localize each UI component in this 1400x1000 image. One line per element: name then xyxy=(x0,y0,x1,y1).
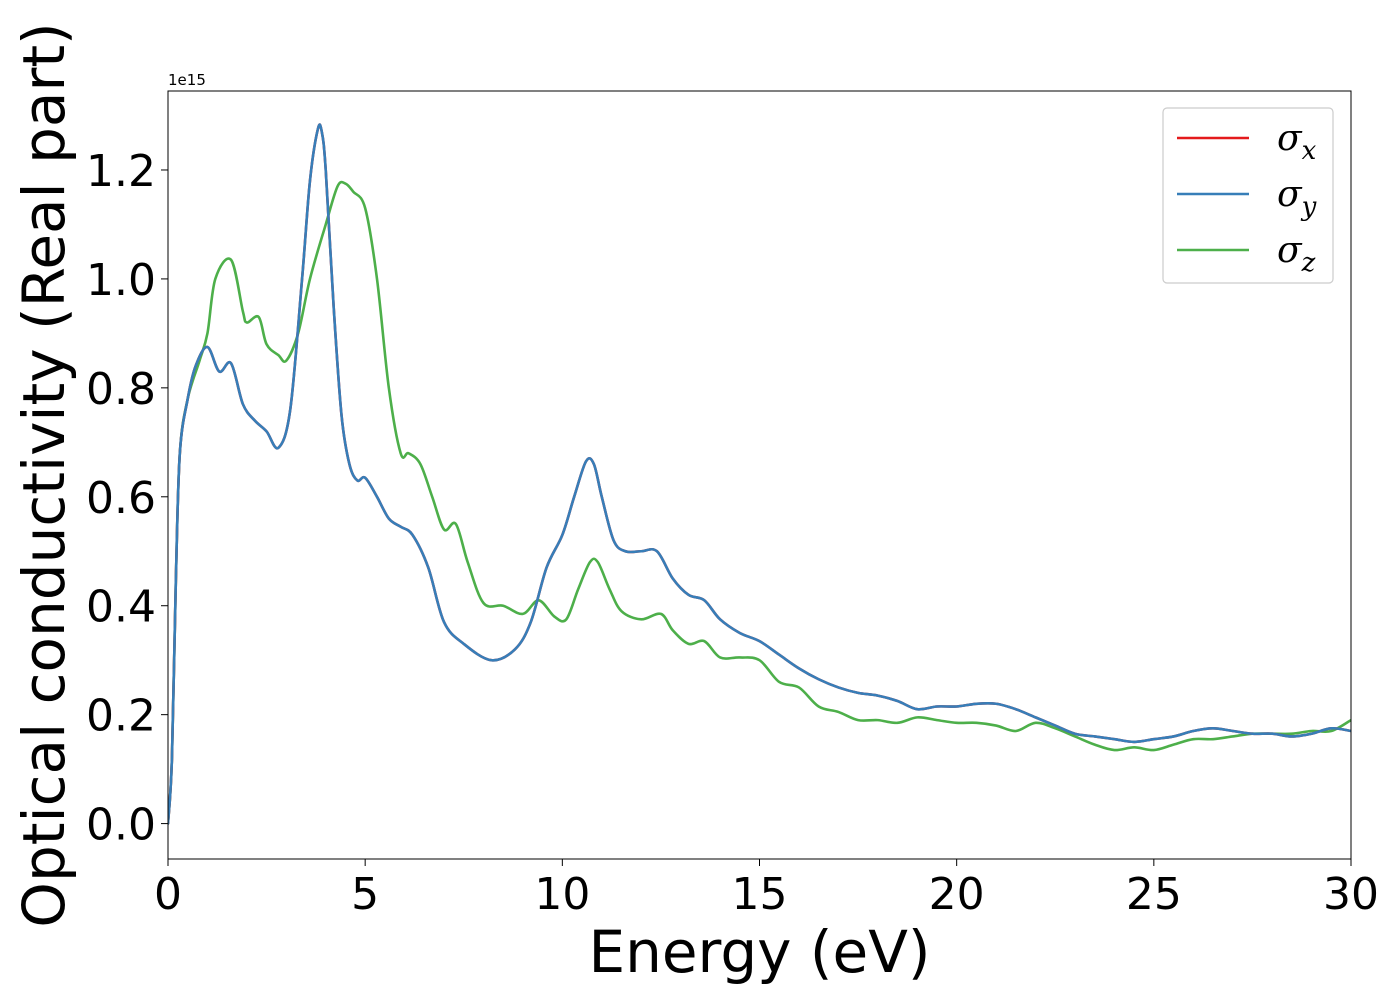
legend-label-x: σx xyxy=(1277,118,1317,166)
legend-label-z: σz xyxy=(1277,230,1316,278)
legend-label-y: σy xyxy=(1277,174,1317,222)
y-tick-label: 0.2 xyxy=(86,691,156,742)
legend: σx σy σz xyxy=(1162,107,1334,284)
x-tick-label: 20 xyxy=(929,869,985,920)
series-line-y xyxy=(168,123,1351,825)
x-tick-label: 0 xyxy=(154,869,182,920)
y-tick-label: 0.4 xyxy=(86,582,156,633)
x-tick-label: 30 xyxy=(1323,869,1379,920)
series-layer xyxy=(168,123,1351,825)
y-axis-offset-label: 1e15 xyxy=(168,71,206,89)
x-tick-label: 25 xyxy=(1126,869,1182,920)
ticks-layer: 0 5 10 15 20 25 30 0.0 0.2 0.4 0.6 0.8 1.0 1.2 xyxy=(86,146,1379,920)
legend-box xyxy=(1162,107,1334,284)
y-tick-label: 0.8 xyxy=(86,364,156,415)
y-tick-label: 1.0 xyxy=(86,255,156,306)
x-axis-label: Energy (eV) xyxy=(588,918,930,986)
x-tick-label: 15 xyxy=(732,869,788,920)
series-line-z xyxy=(168,180,1351,825)
y-tick-label: 0.0 xyxy=(86,800,156,851)
legend-items: σx σy σz xyxy=(1177,118,1317,278)
y-tick-label: 1.2 xyxy=(86,146,156,197)
x-tick-label: 10 xyxy=(534,869,590,920)
x-tick-label: 5 xyxy=(351,869,379,920)
y-axis-label: Optical conductivity (Real part) xyxy=(10,22,78,927)
y-tick-label: 0.6 xyxy=(86,473,156,524)
